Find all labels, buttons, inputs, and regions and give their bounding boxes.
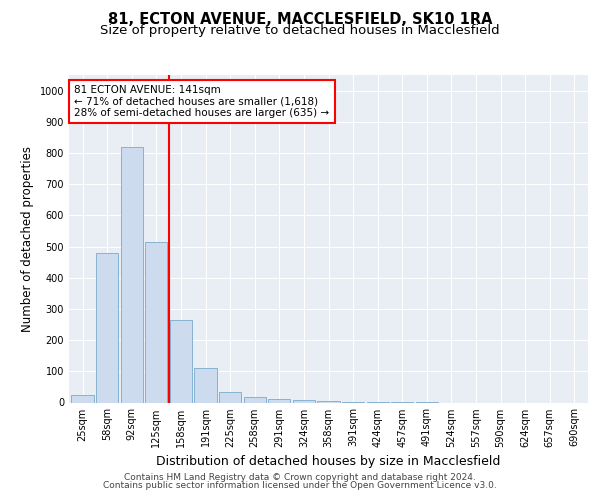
- Bar: [219, 392, 241, 402]
- Bar: [121, 146, 143, 402]
- Bar: [268, 400, 290, 402]
- Bar: [145, 242, 167, 402]
- Bar: [96, 254, 118, 402]
- Bar: [293, 400, 315, 402]
- Bar: [317, 400, 340, 402]
- Bar: [244, 397, 266, 402]
- Text: Size of property relative to detached houses in Macclesfield: Size of property relative to detached ho…: [100, 24, 500, 37]
- Y-axis label: Number of detached properties: Number of detached properties: [21, 146, 34, 332]
- Text: Contains HM Land Registry data © Crown copyright and database right 2024.: Contains HM Land Registry data © Crown c…: [124, 472, 476, 482]
- X-axis label: Distribution of detached houses by size in Macclesfield: Distribution of detached houses by size …: [157, 455, 500, 468]
- Text: 81 ECTON AVENUE: 141sqm
← 71% of detached houses are smaller (1,618)
28% of semi: 81 ECTON AVENUE: 141sqm ← 71% of detache…: [74, 85, 329, 118]
- Text: 81, ECTON AVENUE, MACCLESFIELD, SK10 1RA: 81, ECTON AVENUE, MACCLESFIELD, SK10 1RA: [108, 12, 492, 28]
- Text: Contains public sector information licensed under the Open Government Licence v3: Contains public sector information licen…: [103, 481, 497, 490]
- Bar: [170, 320, 192, 402]
- Bar: [194, 368, 217, 402]
- Bar: [71, 394, 94, 402]
